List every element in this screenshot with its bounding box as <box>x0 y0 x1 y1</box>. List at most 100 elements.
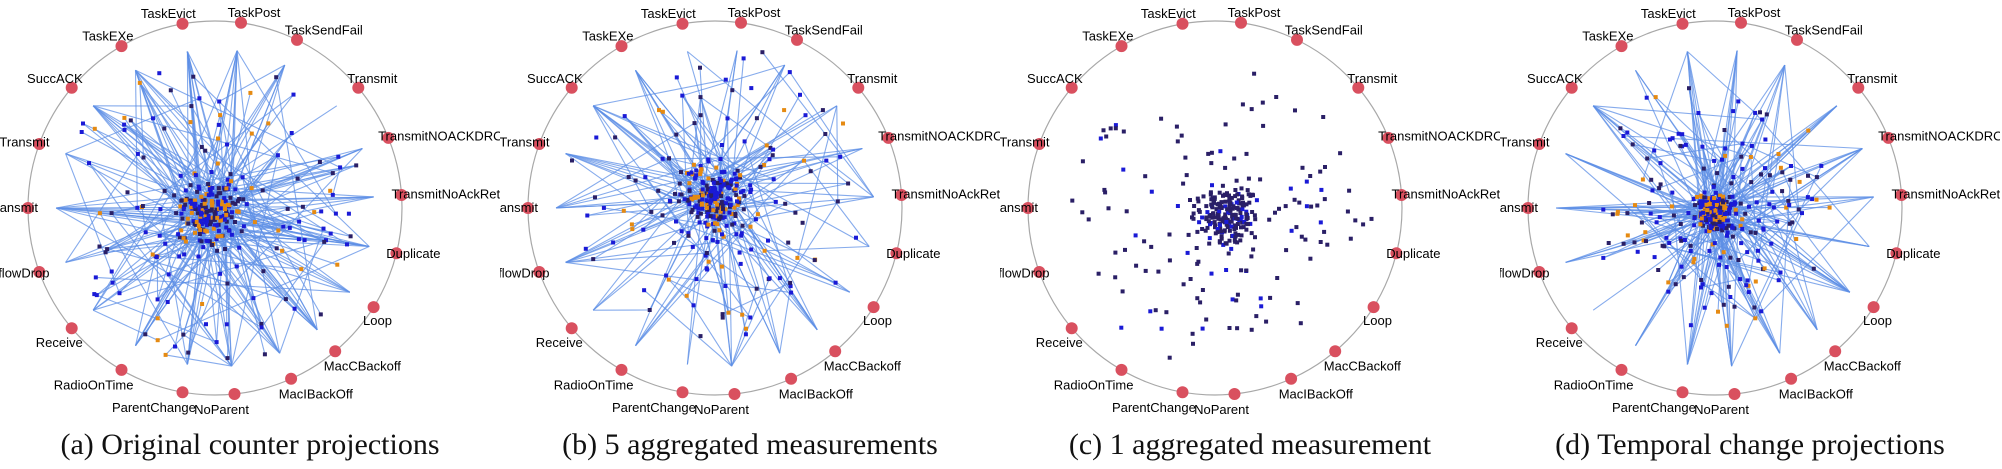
data-point <box>231 201 235 205</box>
data-point <box>250 132 254 136</box>
data-point <box>720 143 724 147</box>
data-point <box>1235 179 1239 183</box>
data-point <box>1738 277 1742 281</box>
data-point <box>1323 165 1327 169</box>
data-point <box>331 171 335 175</box>
data-point <box>1779 166 1783 170</box>
data-point <box>1727 285 1731 289</box>
data-point <box>1815 198 1819 202</box>
data-point <box>1224 200 1228 204</box>
data-point <box>641 228 645 232</box>
data-point <box>122 116 126 120</box>
data-point <box>701 180 705 184</box>
data-point <box>1709 226 1713 230</box>
data-point <box>1815 175 1819 179</box>
data-point <box>1692 257 1696 261</box>
data-point <box>1198 300 1202 304</box>
data-point <box>705 206 709 210</box>
data-point <box>1123 248 1127 252</box>
data-point <box>706 223 710 227</box>
data-point <box>726 116 730 120</box>
data-point <box>1810 197 1814 201</box>
data-point <box>1689 244 1693 248</box>
data-point <box>768 276 772 280</box>
anchor-label: TransmitNOACKDROP <box>878 129 1000 144</box>
data-point <box>673 192 677 196</box>
data-point <box>1806 129 1810 133</box>
data-point <box>1667 241 1671 245</box>
data-point <box>1289 187 1293 191</box>
data-point <box>759 165 763 169</box>
data-point <box>1235 192 1239 196</box>
data-point <box>722 182 726 186</box>
data-point <box>1321 115 1325 119</box>
data-point <box>1202 194 1206 198</box>
anchor-label: MacIBackOff <box>1279 387 1354 402</box>
data-point <box>136 152 140 156</box>
data-point <box>1347 189 1351 193</box>
data-point <box>782 108 786 112</box>
data-point <box>179 228 183 232</box>
data-point <box>280 249 284 253</box>
data-point <box>1746 278 1750 282</box>
data-point <box>766 239 770 243</box>
data-point <box>716 192 720 196</box>
data-point <box>180 217 184 221</box>
data-point <box>216 234 220 238</box>
data-point <box>1649 178 1653 182</box>
data-point <box>1780 189 1784 193</box>
data-point <box>179 199 183 203</box>
panel-c: TaskPost TaskSendFail Transmit TransmitNOAC… <box>1000 0 1500 469</box>
data-point <box>347 212 351 216</box>
data-point <box>1731 195 1735 199</box>
data-point <box>1264 320 1268 324</box>
data-point <box>1756 249 1760 253</box>
data-point <box>634 179 638 183</box>
data-point <box>319 209 323 213</box>
anchor-label: MacCBackoff <box>1824 358 1901 373</box>
anchor-label: ParentChange <box>112 400 196 415</box>
anchor-dot <box>1616 364 1628 376</box>
data-point <box>182 236 186 240</box>
data-point <box>730 223 734 227</box>
caption-d: (d) Temporal change projections <box>1500 428 2000 462</box>
data-point <box>1319 240 1323 244</box>
data-point <box>788 70 792 74</box>
data-point <box>1715 227 1719 231</box>
data-point <box>1731 109 1735 113</box>
data-point <box>1251 248 1255 252</box>
data-point <box>199 219 203 223</box>
anchor-label: TaskPost <box>1728 5 1781 20</box>
data-point <box>156 338 160 342</box>
data-point <box>1666 290 1670 294</box>
data-point <box>1107 206 1111 210</box>
data-point <box>1611 212 1615 216</box>
data-point <box>585 214 589 218</box>
data-point <box>1684 143 1688 147</box>
data-point <box>261 269 265 273</box>
data-point <box>354 163 358 167</box>
data-point <box>1240 207 1244 211</box>
data-point <box>1268 296 1272 300</box>
data-point <box>719 157 723 161</box>
anchor-label: SelfTransmit <box>0 135 50 150</box>
data-point <box>707 260 711 264</box>
data-point <box>771 153 775 157</box>
data-point <box>1221 219 1225 223</box>
data-point <box>1168 258 1172 262</box>
data-point <box>1737 258 1741 262</box>
data-point <box>1224 220 1228 224</box>
data-point <box>1739 155 1743 159</box>
data-point <box>1680 265 1684 269</box>
data-point <box>1249 254 1253 258</box>
data-point <box>81 122 85 126</box>
data-point <box>1752 306 1756 310</box>
panel-b: TaskPost TaskSendFail Transmit TransmitNOAC… <box>500 0 1000 469</box>
data-point <box>162 127 166 131</box>
anchor-label: TaskPost <box>728 5 781 20</box>
link-line <box>765 247 870 251</box>
anchor-group: TaskPostTaskSendFailTransmitTransmitNOAC… <box>500 5 1000 417</box>
data-point <box>721 204 725 208</box>
data-point <box>1828 206 1832 210</box>
anchor-label: ParentChange <box>1112 400 1196 415</box>
